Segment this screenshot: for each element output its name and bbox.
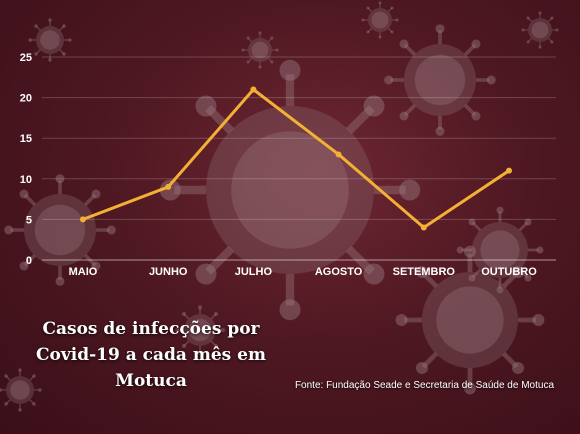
x-tick-label: AGOSTO bbox=[315, 266, 363, 278]
data-point bbox=[335, 151, 342, 158]
y-tick-label: 25 bbox=[20, 52, 32, 64]
data-point bbox=[165, 183, 172, 190]
x-tick-label: JUNHO bbox=[149, 266, 188, 278]
y-axis: 0 5 10 15 20 25 bbox=[20, 52, 32, 267]
chart-title: Casos de infecções por Covid-19 a cada m… bbox=[36, 319, 266, 391]
x-tick-label: MAIO bbox=[69, 266, 98, 278]
series-line bbox=[82, 87, 510, 230]
data-point bbox=[506, 167, 512, 174]
y-tick-label: 20 bbox=[20, 93, 32, 105]
y-tick-label: 15 bbox=[20, 133, 32, 145]
data-point bbox=[80, 216, 86, 223]
y-tick-label: 10 bbox=[20, 174, 32, 186]
data-point bbox=[420, 224, 427, 231]
y-tick-label: 5 bbox=[26, 214, 32, 226]
y-tick-label: 0 bbox=[26, 255, 32, 267]
x-tick-label: JULHO bbox=[235, 266, 273, 278]
source-note: Fonte: Fundação Seade e Secretaria de Sa… bbox=[294, 380, 554, 391]
gridlines bbox=[42, 56, 556, 261]
data-points bbox=[80, 86, 512, 231]
x-tick-label: OUTUBRO bbox=[481, 266, 537, 278]
data-point bbox=[250, 86, 257, 93]
x-axis: MAIO JUNHO JULHO AGOSTO SETEMBRO OUTUBRO bbox=[69, 266, 538, 278]
x-tick-label: SETEMBRO bbox=[393, 266, 456, 278]
